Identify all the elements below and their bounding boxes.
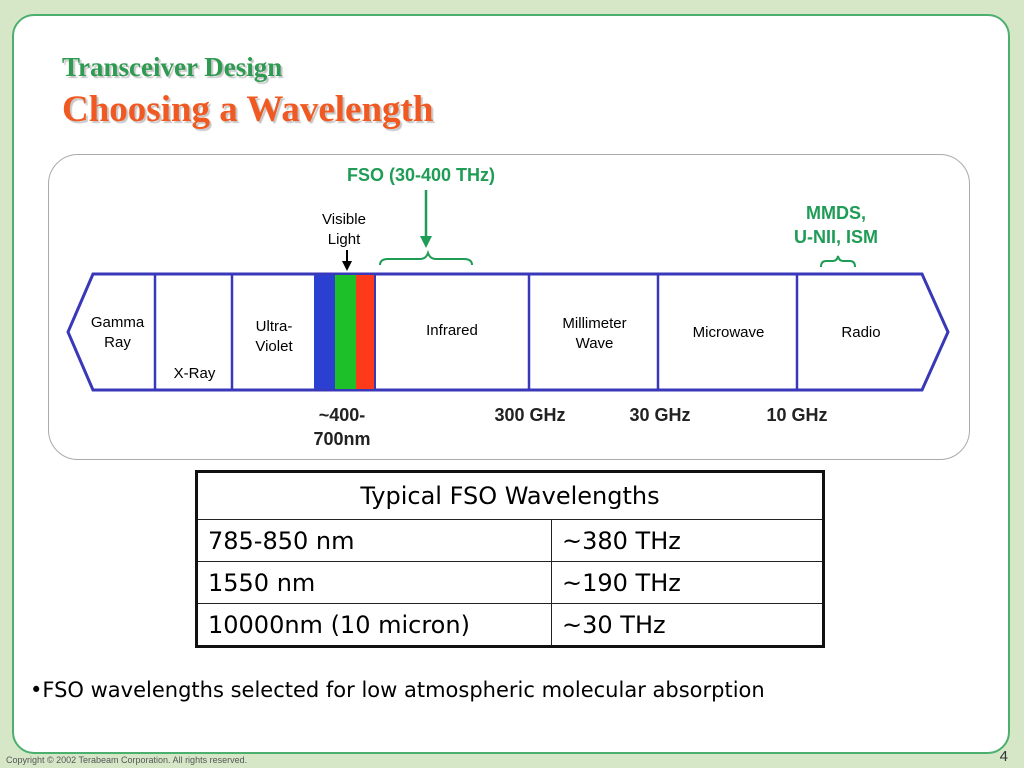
frequency-cell: ~190 THz bbox=[551, 561, 824, 604]
fso-wavelength-table: Typical FSO Wavelengths 785-850 nm ~380 … bbox=[195, 470, 825, 648]
wavelength-cell: 785-850 nm bbox=[196, 519, 552, 562]
fso-label: FSO (30-400 THz) bbox=[346, 165, 496, 185]
freq-300-ghz: 300 GHz bbox=[494, 405, 566, 425]
visible-blue-band bbox=[314, 275, 335, 389]
page-number: 4 bbox=[999, 748, 1008, 765]
band-microwave: Microwave bbox=[692, 324, 765, 341]
mmds-label: MMDS, U-NII, ISM bbox=[794, 203, 878, 247]
band-x-ray: X-Ray bbox=[173, 365, 216, 382]
table-row: 785-850 nm ~380 THz bbox=[196, 519, 824, 562]
freq-30-ghz: 30 GHz bbox=[629, 405, 691, 425]
mmds-brace bbox=[820, 255, 856, 268]
visible-red-band bbox=[356, 275, 375, 389]
frequency-cell: ~30 THz bbox=[551, 603, 824, 647]
fso-arrowhead bbox=[420, 236, 432, 248]
table-header-row: Typical FSO Wavelengths bbox=[196, 471, 824, 520]
band-gamma-ray: Gamma Ray bbox=[90, 314, 145, 351]
band-millimeter-wave: Millimeter Wave bbox=[562, 315, 627, 352]
spectrum-outline bbox=[66, 272, 950, 392]
table-row: 10000nm (10 micron) ~30 THz bbox=[196, 603, 824, 647]
fso-brace bbox=[379, 249, 473, 266]
wavelength-cell: 1550 nm bbox=[196, 561, 552, 604]
visible-green-band bbox=[335, 275, 356, 389]
visible-light-arrowhead bbox=[342, 261, 352, 271]
band-ultra-violet: Ultra- Violet bbox=[255, 318, 293, 355]
copyright-notice: Copyright © 2002 Terabeam Corporation. A… bbox=[6, 755, 248, 765]
slide-subtitle: Choosing a Wavelength bbox=[62, 89, 434, 130]
visible-light-label: Visible Light bbox=[322, 211, 366, 248]
slide-title: Transceiver Design bbox=[62, 52, 283, 82]
table-row: 1550 nm ~190 THz bbox=[196, 561, 824, 604]
wavelength-cell: 10000nm (10 micron) bbox=[196, 603, 552, 647]
frequency-cell: ~380 THz bbox=[551, 519, 824, 562]
bullet-point: •FSO wavelengths selected for low atmosp… bbox=[30, 678, 765, 702]
band-infrared: Infrared bbox=[426, 322, 478, 339]
band-radio: Radio bbox=[841, 324, 881, 341]
visible-wavelength-range: ~400- 700nm bbox=[313, 405, 371, 449]
table-header: Typical FSO Wavelengths bbox=[196, 471, 824, 520]
freq-10-ghz: 10 GHz bbox=[766, 405, 828, 425]
